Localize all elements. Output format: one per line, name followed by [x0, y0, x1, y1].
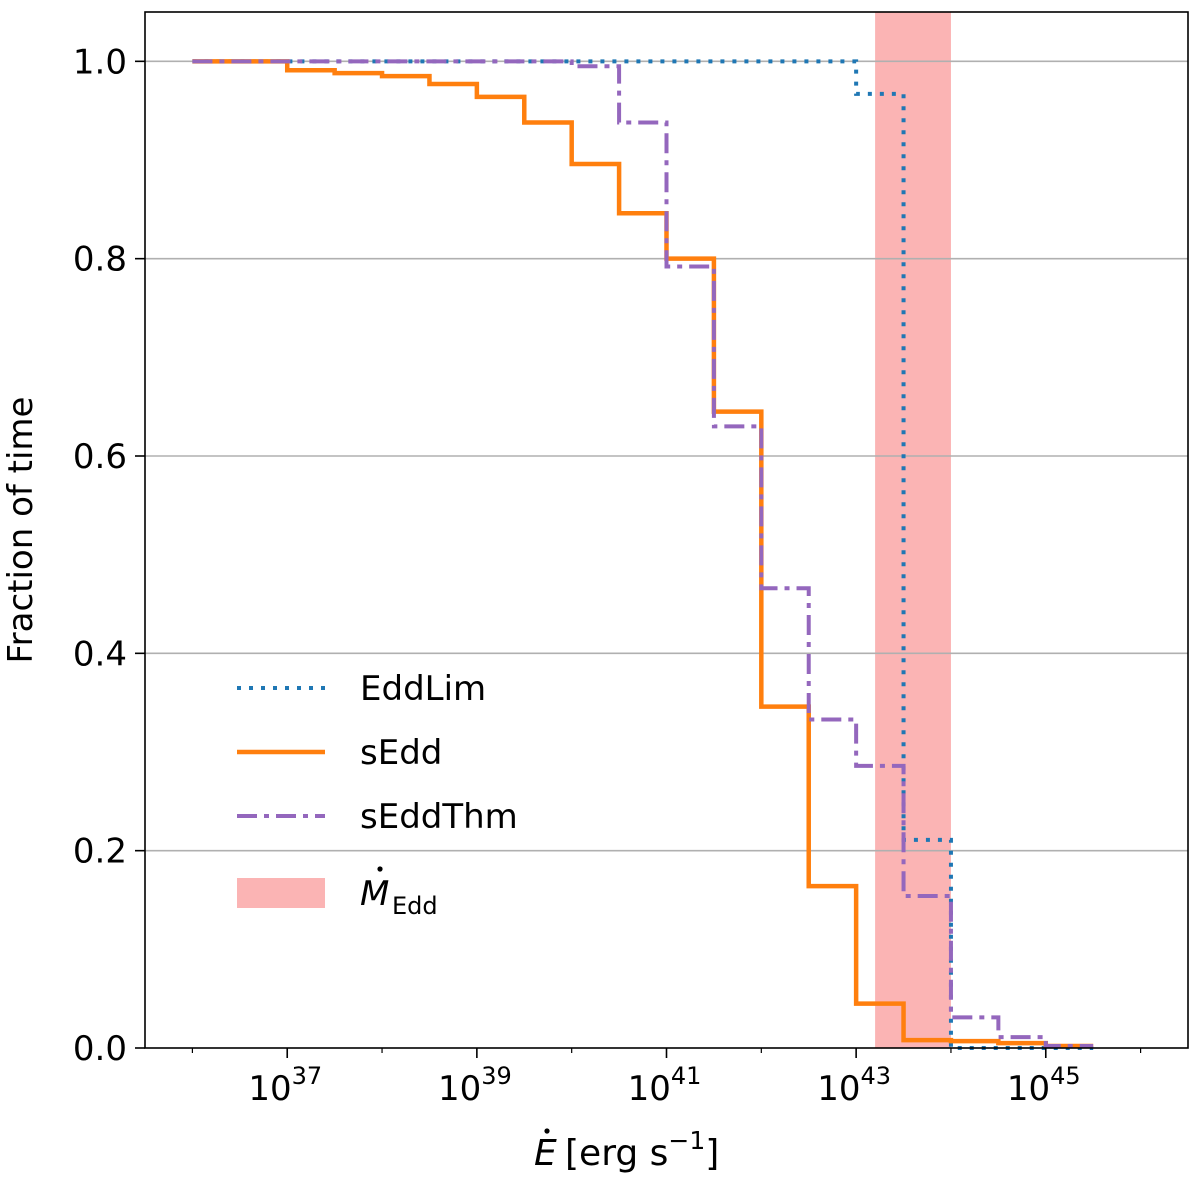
legend-label-seddthm: sEddThm — [360, 797, 518, 837]
y-tick-label: 0.6 — [73, 437, 127, 477]
series-lines — [192, 59, 1094, 1050]
series-line-seddthm — [192, 59, 1094, 1049]
legend-label-mdot-edd-dot — [377, 866, 383, 872]
legend-label-sedd: sEdd — [360, 733, 442, 773]
x-tick-label: 1041 — [628, 1062, 702, 1109]
x-axis-label-unit: [erg s−1] — [565, 1126, 719, 1174]
x-axis-label-symbol: E — [534, 1133, 557, 1174]
mdot-edd-band — [875, 12, 951, 1048]
series-line-eddlim — [192, 59, 1094, 1050]
legend-label-mdot-edd-sub: Edd — [392, 892, 438, 920]
series-line-sedd — [192, 59, 1094, 1049]
x-tick-label: 1039 — [438, 1062, 512, 1109]
legend-label-eddlim: EddLim — [360, 669, 486, 709]
legend-swatch-mdot-edd — [237, 878, 325, 908]
x-axis-label-dot — [544, 1128, 550, 1134]
legend: EddLim sEdd sEddThm M Edd — [237, 669, 518, 920]
x-axis-ticks: 1037 1039 1041 1043 1045 — [191, 1048, 1142, 1109]
y-tick-label: 0.2 — [73, 832, 127, 872]
x-tick-label: 1043 — [817, 1062, 891, 1109]
y-axis-ticks: 0.0 0.2 0.4 0.6 0.8 1.0 — [73, 42, 145, 1069]
y-tick-label: 0.0 — [73, 1029, 127, 1069]
y-tick-label: 0.4 — [73, 634, 127, 674]
y-axis-label: Fraction of time — [1, 397, 41, 664]
x-axis-label: E [erg s−1] — [534, 1126, 719, 1174]
legend-label-mdot-edd-main: M — [360, 874, 389, 914]
x-tick-label: 1045 — [1007, 1062, 1081, 1109]
mdot-edd-band-rect — [875, 12, 951, 1048]
x-tick-label: 1037 — [248, 1062, 322, 1109]
legend-label-mdot-edd: M Edd — [360, 866, 438, 920]
y-tick-label: 0.8 — [73, 240, 127, 280]
y-tick-label: 1.0 — [73, 42, 127, 82]
